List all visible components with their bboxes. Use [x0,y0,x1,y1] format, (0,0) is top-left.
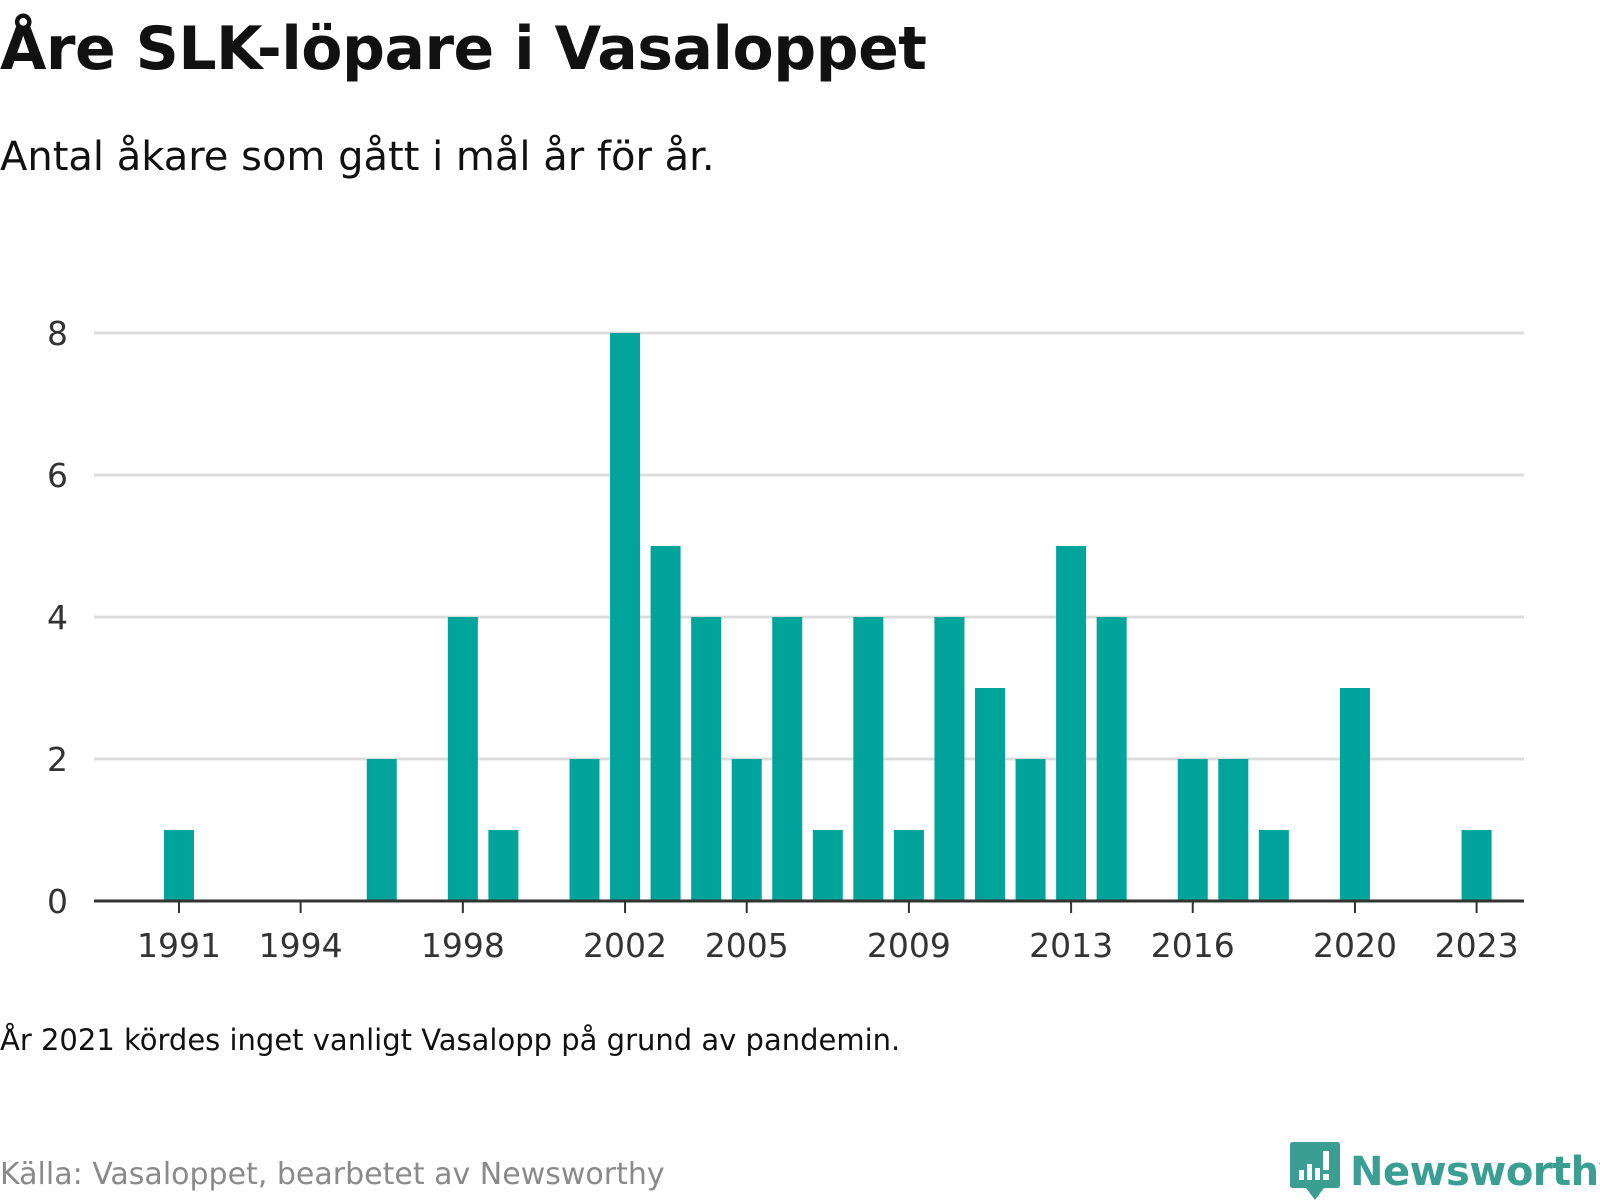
bar-2013 [1056,546,1087,901]
bar-chart: 0 2 4 6 8 1991 1994 1998 2002 2005 2009 2013 2016 202… [47,314,1524,965]
bar-2023 [1461,830,1492,901]
x-tick-label: 2002 [583,926,667,965]
bar-2006 [772,617,803,901]
bar-2016 [1177,759,1208,901]
gridlines [94,331,1524,761]
bar-1991 [164,830,194,901]
newsworthy-logo-icon [1290,1142,1340,1200]
y-tick-label: 4 [47,598,68,637]
bar-1996 [366,759,397,901]
bar-2011 [975,688,1005,901]
bar-2018 [1258,830,1289,901]
bar-2004 [691,617,722,901]
axes: 0 2 4 6 8 1991 1994 1998 2002 2005 2009 2013 2016 202… [47,314,1524,965]
bar-2009 [893,830,924,901]
bar-1998 [447,617,478,901]
bar-2017 [1218,759,1249,901]
x-tick-label: 2013 [1029,926,1113,965]
bar-2020 [1339,688,1370,901]
bar-2008 [853,617,884,901]
bar-2003 [650,546,681,901]
x-tick-label: 2020 [1313,926,1397,965]
bar-2010 [934,617,965,901]
x-tick-label: 2016 [1151,926,1235,965]
y-tick-label: 0 [47,882,68,921]
x-tick-label: 2005 [705,926,789,965]
chart-note: År 2021 kördes inget vanligt Vasalopp på… [0,1023,901,1057]
chart-title: Åre SLK-löpare i Vasaloppet [0,14,927,84]
bar-2014 [1096,617,1127,901]
bar-2005 [731,759,762,901]
y-tick-label: 6 [47,456,68,495]
x-tick-label: 1998 [421,926,505,965]
bar-2001 [569,759,600,901]
y-tick-label: 8 [47,314,68,353]
bars [164,333,1492,901]
bar-2002 [610,333,641,901]
brand-name: Newsworthy [1350,1149,1600,1195]
y-tick-label: 2 [47,740,68,779]
x-tick-label: 1991 [137,926,221,965]
bar-2007 [812,830,843,901]
source-text: Källa: Vasaloppet, bearbetet av Newswort… [0,1157,665,1192]
chart-subtitle: Antal åkare som gått i mål år för år. [0,134,715,180]
x-tick-label: 2023 [1435,926,1519,965]
x-tick-label: 2009 [867,926,951,965]
newsworthy-logo: Newsworthy [1290,1142,1600,1202]
x-tick-label: 1994 [259,926,343,965]
bar-1999 [488,830,519,901]
bar-2012 [1015,759,1046,901]
